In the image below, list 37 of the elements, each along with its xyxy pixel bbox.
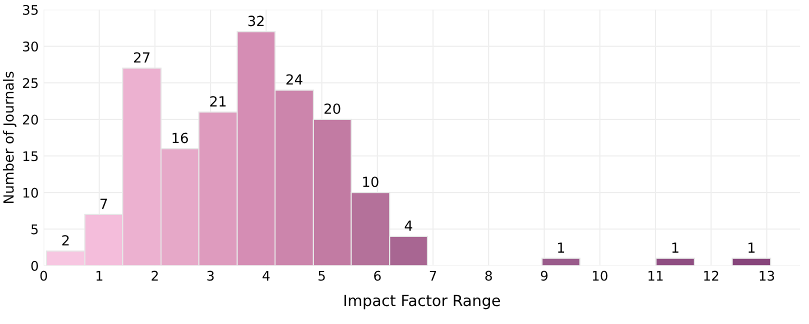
- x-tick-label: 7: [430, 270, 436, 281]
- y-tick-label: 0: [31, 260, 38, 271]
- x-tick-label: 1: [96, 270, 102, 281]
- data-label: 1: [748, 242, 755, 253]
- x-tick-label: 8: [485, 270, 492, 281]
- data-label: 4: [404, 220, 412, 231]
- y-tick-label: 10: [23, 188, 38, 198]
- x-tick-label: 10: [592, 270, 608, 281]
- x-axis-title: Impact Factor Range: [344, 294, 500, 310]
- y-tick-label: 30: [23, 42, 38, 52]
- data-label: 1: [558, 242, 564, 253]
- x-tick-label: 2: [152, 270, 158, 281]
- x-tick-label: 12: [704, 270, 718, 281]
- data-label: 2: [62, 235, 69, 246]
- data-label: 10: [363, 176, 378, 188]
- x-tick-label: 3: [207, 270, 214, 281]
- x-tick-label: 5: [318, 270, 325, 281]
- data-label: 1: [672, 242, 678, 253]
- y-tick-label: 20: [23, 114, 38, 125]
- data-label: 24: [286, 74, 302, 84]
- data-label: 21: [210, 96, 226, 106]
- data-label: 27: [134, 52, 150, 63]
- y-tick-label: 5: [31, 224, 38, 234]
- x-tick-label: 0: [40, 270, 48, 281]
- x-tick-label: 4: [262, 270, 270, 281]
- data-label: 20: [324, 103, 340, 114]
- y-tick-label: 15: [23, 151, 38, 162]
- data-label: 16: [172, 132, 188, 144]
- y-axis-title: Number of Journals: [3, 72, 16, 203]
- x-tick-label: 11: [648, 270, 663, 281]
- x-tick-label: 6: [374, 270, 381, 281]
- y-tick-label: 25: [23, 78, 38, 88]
- x-tick-label: 13: [760, 270, 774, 281]
- x-tick-label: 9: [540, 270, 548, 281]
- data-label: 32: [248, 16, 264, 26]
- data-label: 7: [100, 198, 107, 209]
- y-tick-label: 35: [23, 4, 38, 15]
